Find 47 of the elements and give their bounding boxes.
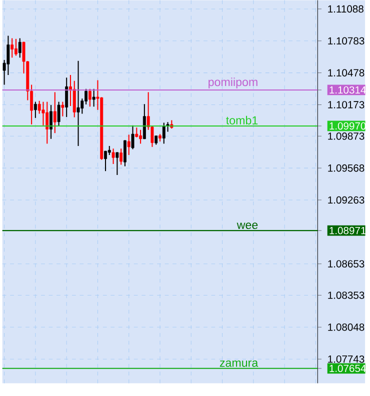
y-tick-label: 1.09970 xyxy=(330,122,366,130)
candlestick xyxy=(58,101,60,126)
candlestick xyxy=(65,77,68,118)
y-tick-label: 1.09263 xyxy=(328,196,364,204)
y-tick-label: 1.07743 xyxy=(328,355,364,363)
y-tick-label: 1.08653 xyxy=(328,260,364,268)
candlestick xyxy=(104,150,108,172)
candlestick xyxy=(116,152,119,176)
candlestick xyxy=(88,88,92,108)
candlestick xyxy=(76,60,80,146)
y-tick-label: 1.08048 xyxy=(328,324,364,331)
candlestick xyxy=(131,124,134,150)
y-tick-label: 1.09873 xyxy=(328,132,364,140)
y-tick-label: 1.08971 xyxy=(330,226,366,234)
candlestick xyxy=(61,101,64,117)
candlestick xyxy=(128,134,131,156)
candlestick xyxy=(92,88,96,108)
y-tick-label: 1.10783 xyxy=(328,37,364,45)
y-tick-label: 1.11088 xyxy=(328,5,364,13)
y-tick-label: 1.10314 xyxy=(330,86,366,94)
y-tick-label: 1.10173 xyxy=(328,101,364,108)
candlestick xyxy=(73,80,76,118)
candlestick xyxy=(154,135,158,146)
y-tick-label: 1.07654 xyxy=(330,364,366,372)
candlestick xyxy=(14,38,18,56)
candlestick xyxy=(54,92,57,134)
ref-line-label: zamura xyxy=(220,360,258,367)
candlestick xyxy=(143,104,146,140)
candlestick xyxy=(10,38,14,58)
candlestick xyxy=(84,88,88,105)
ref-line-label: wee xyxy=(237,222,258,230)
y-tick-label: 1.09568 xyxy=(328,164,364,172)
y-tick-label: 1.08353 xyxy=(328,292,364,299)
candlestick xyxy=(18,38,22,58)
y-tick-label: 1.10478 xyxy=(328,69,364,76)
ref-line-label: pomiipom xyxy=(208,78,258,88)
ref-line-label: tomb1 xyxy=(226,116,258,124)
candlestick xyxy=(112,148,115,164)
candlestick xyxy=(46,101,49,144)
candlestick xyxy=(50,104,53,140)
candlestick xyxy=(120,148,123,166)
candlestick xyxy=(162,122,166,144)
candlestick xyxy=(139,129,142,144)
candlestick xyxy=(166,122,170,132)
candlestick xyxy=(124,140,127,167)
candlestick xyxy=(34,101,38,118)
candlestick xyxy=(108,145,112,156)
